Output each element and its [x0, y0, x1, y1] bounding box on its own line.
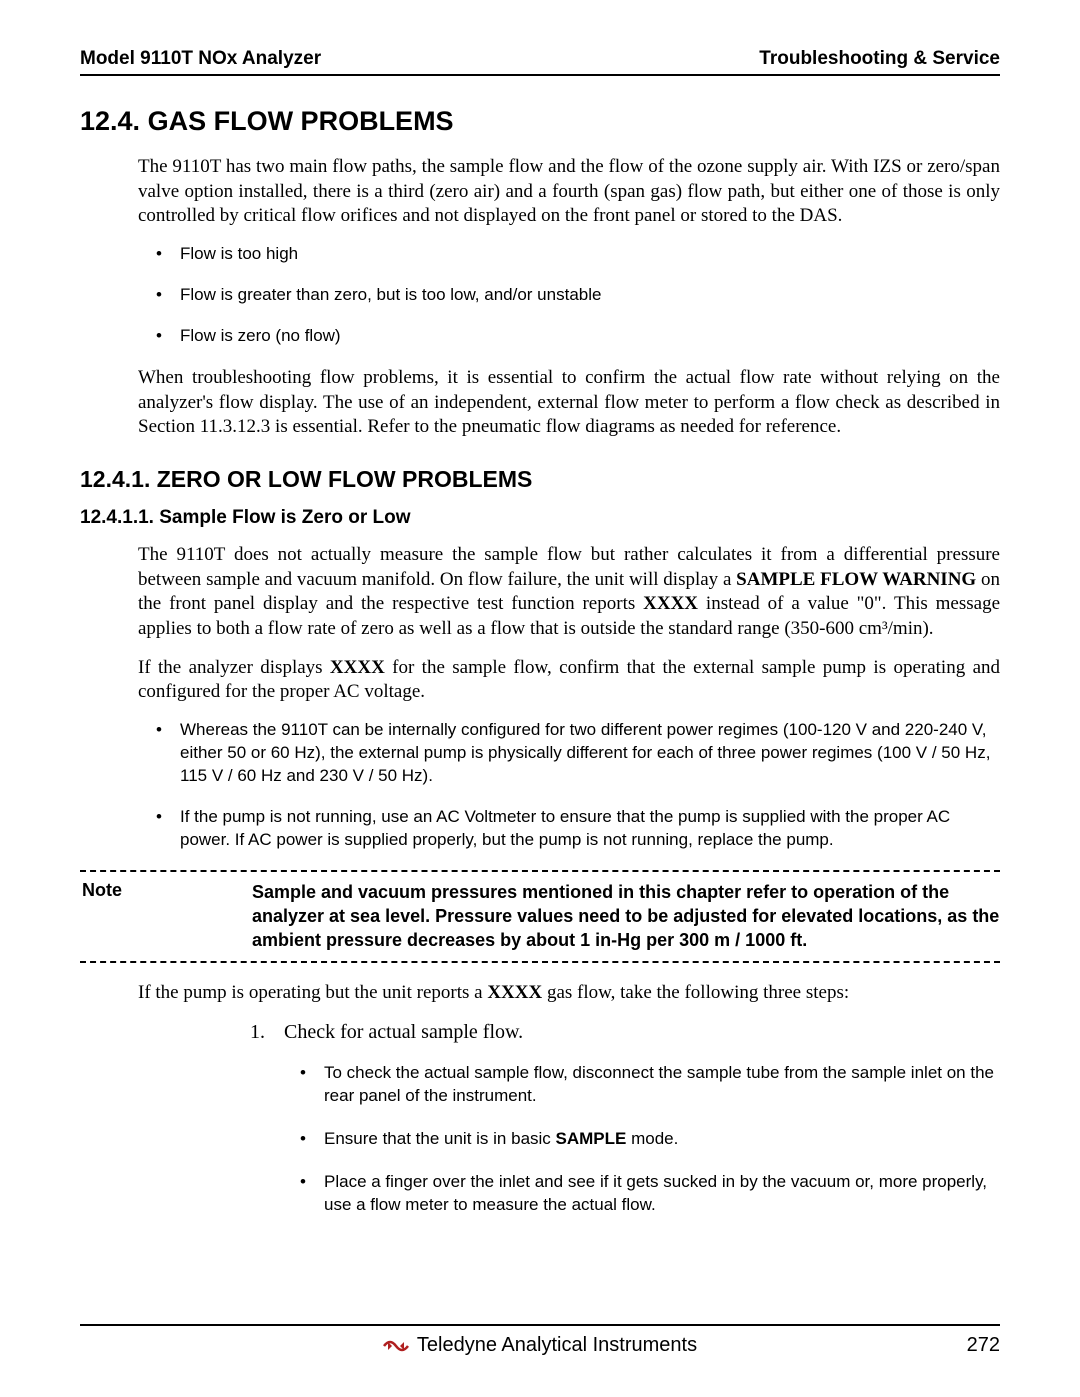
subsection-title: ZERO OR LOW FLOW PROBLEMS: [157, 466, 533, 492]
header-right: Troubleshooting & Service: [759, 48, 1000, 70]
step-text: Check for actual sample flow.: [284, 1021, 523, 1043]
footer-company: Teledyne Analytical Instruments: [417, 1334, 697, 1357]
page-header: Model 9110T NOx Analyzer Troubleshooting…: [80, 48, 1000, 76]
section-title: GAS FLOW PROBLEMS: [148, 106, 454, 136]
pump-config-list: Whereas the 9110T can be internally conf…: [138, 719, 1000, 852]
step-item: Check for actual sample flow. To check t…: [250, 1019, 1000, 1217]
subsubsection-title: Sample Flow is Zero or Low: [159, 507, 410, 528]
subsubsection-heading: 12.4.1.1. Sample Flow is Zero or Low: [80, 507, 1000, 529]
troubleshoot-steps: Check for actual sample flow. To check t…: [250, 1019, 1000, 1217]
teledyne-logo-icon: [383, 1337, 409, 1355]
section-heading: 12.4. GAS FLOW PROBLEMS: [80, 106, 1000, 137]
list-item: Ensure that the unit is in basic SAMPLE …: [324, 1128, 1000, 1151]
subsubsection-num: 12.4.1.1.: [80, 507, 154, 528]
subsection-heading: 12.4.1. ZERO OR LOW FLOW PROBLEMS: [80, 466, 1000, 493]
list-item: If the pump is not running, use an AC Vo…: [180, 806, 1000, 852]
sample-flow-paragraph-2: If the analyzer displays XXXX for the sa…: [138, 656, 1000, 705]
subsection-num: 12.4.1.: [80, 466, 150, 492]
intro-paragraph-1: The 9110T has two main flow paths, the s…: [138, 155, 1000, 229]
section-num: 12.4.: [80, 106, 140, 136]
footer-page-number: 272: [967, 1334, 1000, 1357]
document-page: Model 9110T NOx Analyzer Troubleshooting…: [0, 0, 1080, 1397]
list-item: Place a finger over the inlet and see if…: [324, 1171, 1000, 1217]
step-sub-bullets: To check the actual sample flow, disconn…: [284, 1062, 1000, 1217]
after-note-paragraph: If the pump is operating but the unit re…: [138, 981, 1000, 1006]
intro-paragraph-2: When troubleshooting flow problems, it i…: [138, 366, 1000, 440]
page-footer: Teledyne Analytical Instruments 272: [80, 1324, 1000, 1357]
header-left: Model 9110T NOx Analyzer: [80, 48, 321, 70]
note-label: Note: [80, 880, 252, 953]
list-item: Whereas the 9110T can be internally conf…: [180, 719, 1000, 788]
list-item: To check the actual sample flow, disconn…: [324, 1062, 1000, 1108]
list-item: Flow is greater than zero, but is too lo…: [180, 284, 1000, 307]
note-text: Sample and vacuum pressures mentioned in…: [252, 880, 1000, 953]
list-item: Flow is zero (no flow): [180, 325, 1000, 348]
sample-flow-paragraph-1: The 9110T does not actually measure the …: [138, 543, 1000, 642]
flow-symptoms-list: Flow is too high Flow is greater than ze…: [138, 243, 1000, 348]
list-item: Flow is too high: [180, 243, 1000, 266]
note-block: Note Sample and vacuum pressures mention…: [80, 870, 1000, 963]
